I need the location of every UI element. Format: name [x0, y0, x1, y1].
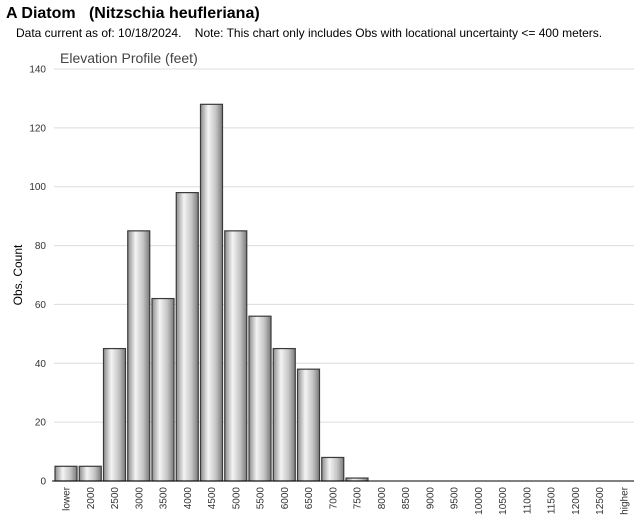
- bar-2000: [78, 465, 102, 482]
- y-tick-label: 0: [40, 477, 46, 488]
- bar-7000: [321, 456, 345, 482]
- x-tick-label: 11500: [547, 487, 558, 515]
- x-tick-label: 2500: [110, 487, 121, 510]
- x-tick-label: 5000: [231, 487, 242, 510]
- x-tick-label: 7000: [328, 487, 339, 510]
- x-tick-label: 8500: [401, 487, 412, 510]
- x-tick-label: 10000: [474, 487, 485, 515]
- x-tick-labels: lower 2000 2500 3000 3500 4000 4500 5000 5500 600…: [62, 486, 631, 514]
- x-tick-label: 4500: [207, 487, 218, 510]
- x-tick-label: 4000: [183, 487, 194, 510]
- x-tick-label: 8000: [377, 487, 388, 510]
- x-tick-label: 12500: [595, 487, 606, 515]
- y-tick-label: 120: [29, 123, 46, 134]
- bars: [54, 103, 369, 482]
- x-tick-label: 9000: [425, 487, 436, 510]
- x-tick-label: 11000: [522, 487, 533, 515]
- bar-4500: [199, 103, 224, 482]
- x-tick-label: 9500: [450, 487, 461, 510]
- bar-2500: [102, 347, 127, 482]
- x-tick-label: 6000: [280, 487, 291, 510]
- data-note: Data current as of: 10/18/2024. Note: Th…: [16, 26, 603, 40]
- chart-title: Elevation Profile (feet): [60, 50, 198, 66]
- x-tick-label: 6500: [304, 487, 315, 510]
- x-tick-label: lower: [62, 486, 73, 511]
- bar-5500: [248, 315, 272, 482]
- x-tick-label: 10500: [498, 487, 509, 515]
- y-axis-label: Obs. Count: [11, 244, 25, 305]
- x-tick-label: 5500: [256, 487, 267, 510]
- page-title: A Diatom (Nitzschia heufleriana): [6, 5, 260, 22]
- y-tick-label: 60: [35, 300, 47, 311]
- bar-3500: [151, 297, 175, 482]
- y-tick-label: 80: [35, 241, 47, 252]
- y-tick-label: 40: [35, 359, 47, 370]
- grid-lines: [54, 68, 634, 423]
- x-tick-label: 7500: [353, 487, 364, 510]
- bar-4000: [175, 192, 199, 482]
- y-tick-label: 140: [29, 65, 46, 76]
- y-tick-label: 100: [29, 182, 46, 193]
- x-tick-label: higher: [619, 486, 630, 514]
- x-tick-label: 3000: [134, 487, 145, 510]
- x-tick-label: 3500: [159, 487, 170, 510]
- bar-lower: [54, 465, 78, 482]
- y-tick-labels: 0 20 40 60 80 100 120 140: [29, 65, 46, 488]
- bar-6000: [272, 347, 296, 482]
- bar-5000: [224, 230, 248, 482]
- bar-6500: [296, 368, 321, 482]
- x-tick-label: 12000: [571, 487, 582, 515]
- bar-3000: [127, 230, 151, 482]
- x-tick-label: 2000: [86, 487, 97, 510]
- y-tick-label: 20: [35, 418, 47, 429]
